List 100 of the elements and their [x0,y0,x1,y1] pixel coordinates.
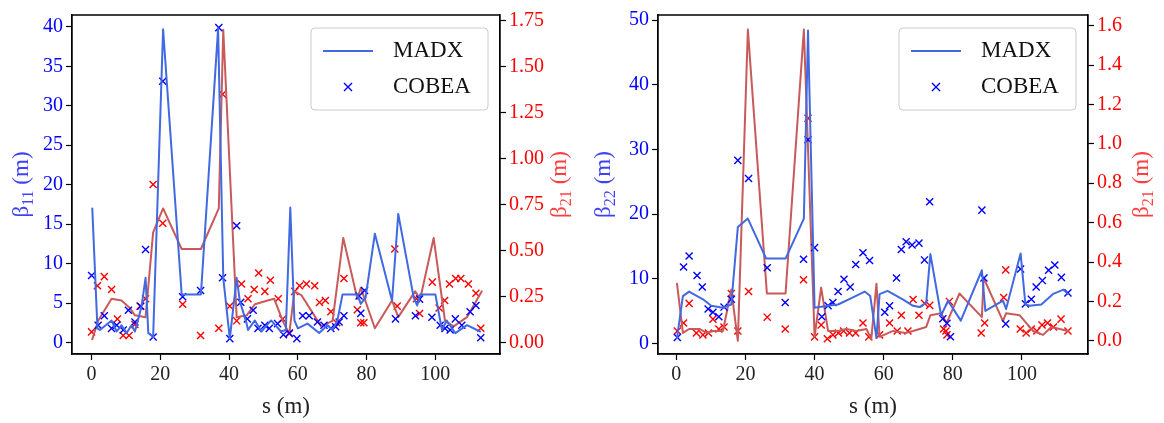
legend-label: MADX [981,37,1052,63]
point [810,332,819,342]
y-tick-label: 15 [43,211,63,234]
point [925,197,934,206]
point [178,300,187,309]
point [839,326,848,336]
point [265,324,274,333]
point [1063,288,1073,298]
point [1043,318,1052,328]
y-tick-label: 25 [43,132,63,155]
point [1016,324,1025,334]
point [266,276,275,285]
point [1056,314,1066,324]
point [274,294,283,303]
point [456,274,466,283]
point [810,243,819,252]
point [733,156,743,165]
point [232,316,241,326]
point [845,282,855,292]
point [865,256,874,265]
point [339,274,349,283]
point [232,221,241,230]
point [698,282,707,292]
point [451,274,460,283]
point [834,328,843,338]
point [799,275,808,284]
point [304,311,314,320]
point [100,311,109,320]
point [833,287,843,296]
y-axis-title: β11 (m) [8,151,37,218]
y2-tick-label: 1.25 [509,99,544,122]
point [260,287,270,296]
point [354,291,364,301]
y-tick-label: 10 [629,265,649,288]
point [1063,326,1073,336]
point [684,251,694,261]
point [885,301,894,311]
point [254,268,263,278]
point [302,279,311,289]
point [428,277,437,287]
y-tick-label: 30 [43,93,63,116]
point [1027,295,1036,304]
point [925,301,934,310]
point [942,330,952,340]
x-axis-title: s (m) [262,393,310,419]
y2-axis-title: β21 (m) [546,151,575,218]
point [1021,328,1031,338]
point [321,296,330,305]
point [465,307,475,317]
point [158,218,167,228]
y2-tick-label: 0.6 [1097,209,1122,232]
x-tick-label: 40 [804,362,825,385]
point [476,323,485,333]
point [464,279,473,289]
point [427,313,437,322]
point [243,294,253,303]
point [124,331,134,340]
x-tick-label: 80 [942,362,963,385]
point [704,328,713,338]
point [858,248,868,258]
point [313,317,322,327]
point [719,322,729,332]
point [315,298,324,307]
point [141,245,150,254]
legend-label: MADX [393,37,464,63]
point [457,320,467,330]
point [1044,266,1053,275]
y-tick-label: 20 [43,171,63,194]
point [290,287,299,296]
point [976,328,986,338]
y2-tick-label: 1.6 [1097,12,1122,35]
point [708,314,718,324]
point [1001,319,1010,329]
point [907,240,917,250]
x-axis-title: s (m) [849,393,897,419]
legend-label: COBEA [393,73,472,99]
point [196,286,205,295]
point [941,326,951,336]
point [236,298,246,307]
point [319,320,329,330]
x-tick-label: 20 [735,362,756,385]
y2-tick-label: 1.75 [509,7,544,30]
point [1001,265,1010,275]
point [113,314,122,324]
point [914,238,924,248]
point [253,324,263,333]
y-tick-label: 10 [43,250,63,273]
point [938,314,948,323]
point [673,333,682,342]
point [279,330,288,339]
point [803,135,813,144]
point [440,324,450,333]
y-tick-label: 35 [43,53,63,76]
x-tick-label: 80 [356,362,377,385]
point [326,324,336,333]
point [823,334,832,344]
y2-tick-label: 0.25 [509,284,544,307]
y-tick-label: 0 [53,329,63,352]
point [390,244,400,254]
point [908,295,918,304]
